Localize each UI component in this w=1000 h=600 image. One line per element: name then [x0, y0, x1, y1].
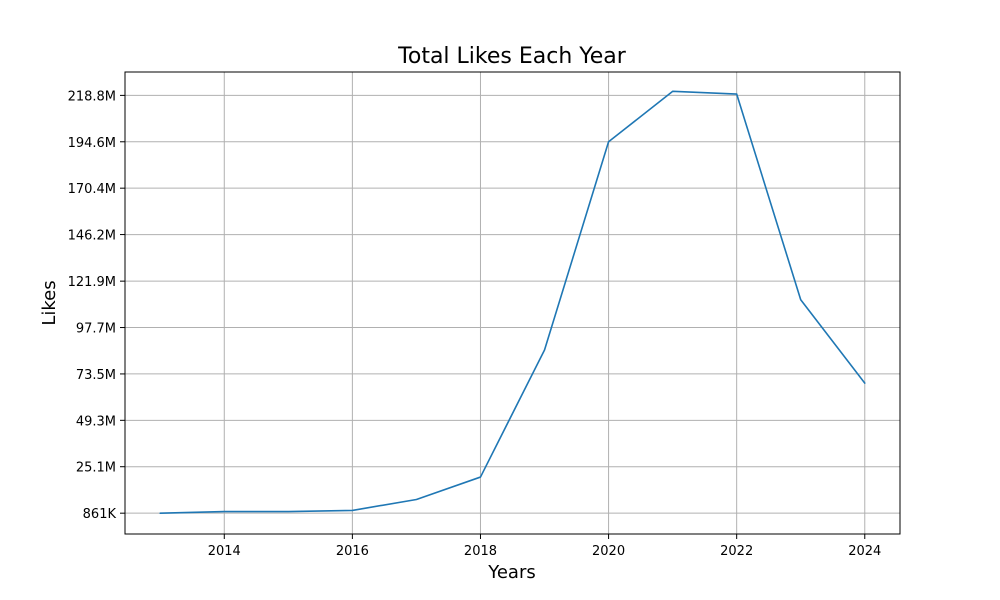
x-tick-label: 2020 [592, 544, 625, 559]
x-tick-label: 2022 [720, 544, 753, 559]
y-tick-label: 146.2M [68, 229, 116, 244]
y-tick-label: 121.9M [68, 275, 116, 290]
x-tick-label: 2016 [336, 544, 369, 559]
y-tick-label: 97.7M [76, 322, 116, 337]
series-layer [159, 90, 866, 514]
x-axis-label: Years [487, 562, 536, 583]
axis-ticks: 2014 2016 2018 2020 2022 2024 861K 25.1M 49.3M 73… [68, 89, 882, 559]
y-axis-label: Likes [39, 280, 60, 325]
grid-lines [125, 72, 900, 534]
plot-frame [124, 71, 901, 535]
y-tick-label: 194.6M [68, 136, 116, 151]
x-tick-label: 2018 [464, 544, 497, 559]
y-tick-label: 25.1M [76, 461, 116, 476]
y-tick-label: 73.5M [76, 368, 116, 383]
x-tick-label: 2024 [848, 544, 881, 559]
y-tick-label: 49.3M [76, 414, 116, 429]
series-line [159, 90, 866, 514]
chart-title: Total Likes Each Year [397, 44, 627, 69]
x-tick-label: 2014 [208, 544, 241, 559]
y-tick-label: 170.4M [68, 182, 116, 197]
y-tick-label: 218.8M [68, 89, 116, 104]
y-tick-label: 861K [83, 507, 117, 522]
